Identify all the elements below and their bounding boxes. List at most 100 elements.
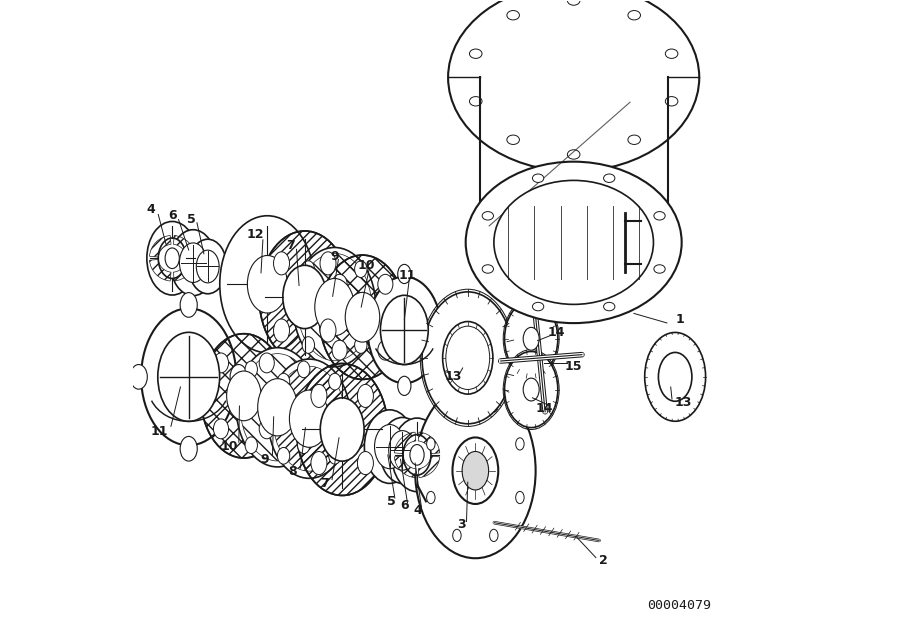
Ellipse shape (427, 438, 435, 450)
Ellipse shape (147, 222, 198, 295)
Text: 7: 7 (286, 239, 294, 252)
Ellipse shape (453, 400, 461, 412)
Ellipse shape (604, 174, 615, 182)
Text: 10: 10 (357, 259, 375, 272)
Ellipse shape (315, 278, 355, 336)
Ellipse shape (665, 97, 678, 106)
Ellipse shape (170, 230, 216, 296)
Ellipse shape (415, 383, 536, 558)
Ellipse shape (355, 261, 367, 278)
Text: 11: 11 (398, 269, 416, 282)
Ellipse shape (213, 353, 229, 373)
Ellipse shape (141, 308, 237, 445)
Ellipse shape (298, 361, 310, 378)
Ellipse shape (357, 384, 374, 408)
Ellipse shape (490, 400, 498, 412)
Ellipse shape (436, 320, 450, 340)
Ellipse shape (293, 247, 376, 367)
Ellipse shape (482, 265, 493, 273)
Ellipse shape (465, 162, 681, 323)
Ellipse shape (505, 301, 558, 377)
Text: 4: 4 (414, 503, 423, 517)
Text: 14: 14 (548, 326, 565, 339)
Ellipse shape (357, 452, 374, 475)
Ellipse shape (310, 384, 327, 408)
Ellipse shape (257, 378, 297, 436)
Ellipse shape (604, 303, 615, 311)
Ellipse shape (277, 447, 290, 464)
Ellipse shape (533, 174, 544, 182)
Text: 8: 8 (288, 466, 297, 478)
Ellipse shape (274, 319, 290, 342)
Ellipse shape (165, 248, 179, 269)
Text: 10: 10 (220, 440, 238, 453)
Ellipse shape (533, 303, 544, 311)
Ellipse shape (659, 352, 692, 401)
Ellipse shape (392, 418, 443, 492)
Ellipse shape (654, 211, 665, 220)
Ellipse shape (196, 250, 219, 283)
Ellipse shape (381, 296, 428, 364)
Ellipse shape (320, 252, 336, 275)
Ellipse shape (446, 326, 490, 389)
Text: 3: 3 (457, 518, 465, 531)
Ellipse shape (398, 264, 411, 283)
Ellipse shape (654, 265, 665, 273)
Ellipse shape (443, 322, 493, 394)
Text: 6: 6 (400, 499, 409, 512)
Ellipse shape (332, 340, 347, 360)
Text: 5: 5 (187, 213, 196, 226)
Ellipse shape (328, 373, 341, 390)
Text: 12: 12 (247, 228, 264, 241)
Ellipse shape (130, 364, 148, 389)
Ellipse shape (213, 419, 229, 439)
Ellipse shape (346, 292, 380, 342)
Ellipse shape (359, 320, 373, 340)
Ellipse shape (230, 364, 248, 389)
Ellipse shape (505, 352, 558, 427)
Ellipse shape (567, 0, 580, 5)
Ellipse shape (310, 452, 327, 475)
Ellipse shape (470, 97, 482, 106)
Ellipse shape (158, 238, 186, 278)
Ellipse shape (567, 150, 580, 159)
Ellipse shape (516, 438, 524, 450)
Ellipse shape (422, 292, 513, 424)
Ellipse shape (628, 11, 641, 20)
Ellipse shape (665, 49, 678, 59)
Ellipse shape (410, 445, 424, 465)
Ellipse shape (453, 529, 461, 541)
Ellipse shape (398, 376, 411, 396)
Ellipse shape (259, 353, 274, 373)
Ellipse shape (332, 275, 347, 294)
Ellipse shape (248, 255, 287, 313)
Ellipse shape (302, 261, 314, 278)
Ellipse shape (274, 252, 290, 275)
Ellipse shape (374, 424, 405, 469)
Text: 1: 1 (675, 313, 684, 326)
Ellipse shape (490, 529, 498, 541)
Ellipse shape (367, 276, 441, 383)
Text: 00004079: 00004079 (648, 599, 712, 612)
Ellipse shape (523, 378, 539, 401)
Text: 14: 14 (536, 402, 553, 415)
Ellipse shape (328, 447, 341, 464)
Ellipse shape (290, 390, 329, 447)
Ellipse shape (189, 240, 227, 294)
Ellipse shape (494, 180, 653, 304)
Text: 7: 7 (320, 477, 328, 490)
Ellipse shape (403, 434, 431, 475)
Text: 4: 4 (147, 203, 155, 216)
Ellipse shape (298, 437, 310, 454)
Ellipse shape (448, 0, 699, 171)
Ellipse shape (462, 452, 489, 490)
Ellipse shape (245, 437, 257, 454)
Ellipse shape (220, 216, 315, 353)
Ellipse shape (227, 371, 261, 420)
Text: 13: 13 (445, 370, 462, 383)
Ellipse shape (378, 340, 393, 360)
Ellipse shape (179, 243, 207, 282)
Ellipse shape (389, 431, 416, 470)
Text: 6: 6 (168, 210, 176, 222)
Ellipse shape (302, 337, 314, 354)
